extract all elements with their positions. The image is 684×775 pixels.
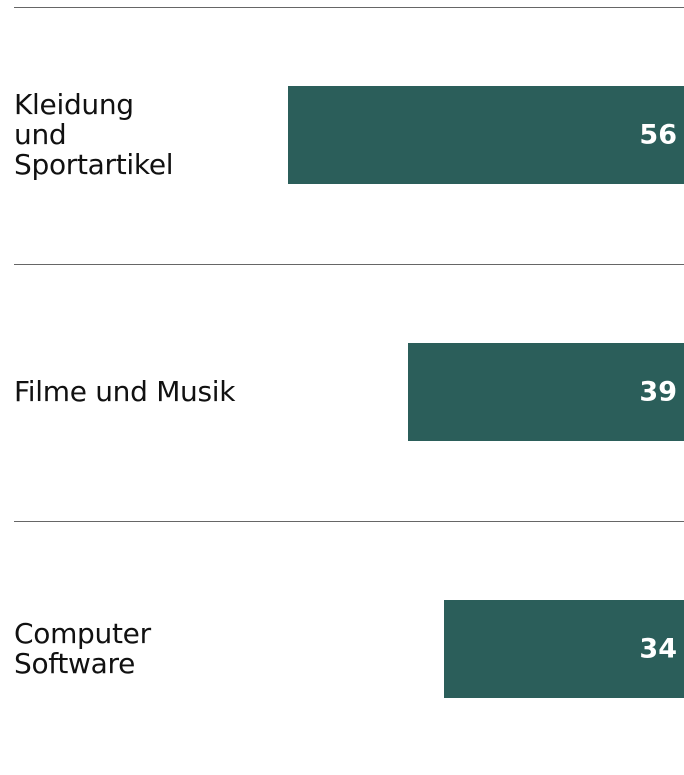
category-label: Kleidung und Sportartikel [14, 88, 174, 181]
row-divider [14, 521, 684, 522]
value-label: 56 [639, 119, 677, 151]
value-label: 34 [639, 633, 677, 665]
category-label: Computer Software [14, 617, 151, 680]
row-divider [14, 264, 684, 265]
bar: 39 [408, 343, 684, 441]
row-divider [14, 7, 684, 8]
bar: 56 [288, 86, 684, 184]
value-label: 39 [639, 376, 677, 408]
category-label: Filme und Musik [14, 375, 236, 408]
bar: 34 [443, 600, 684, 698]
